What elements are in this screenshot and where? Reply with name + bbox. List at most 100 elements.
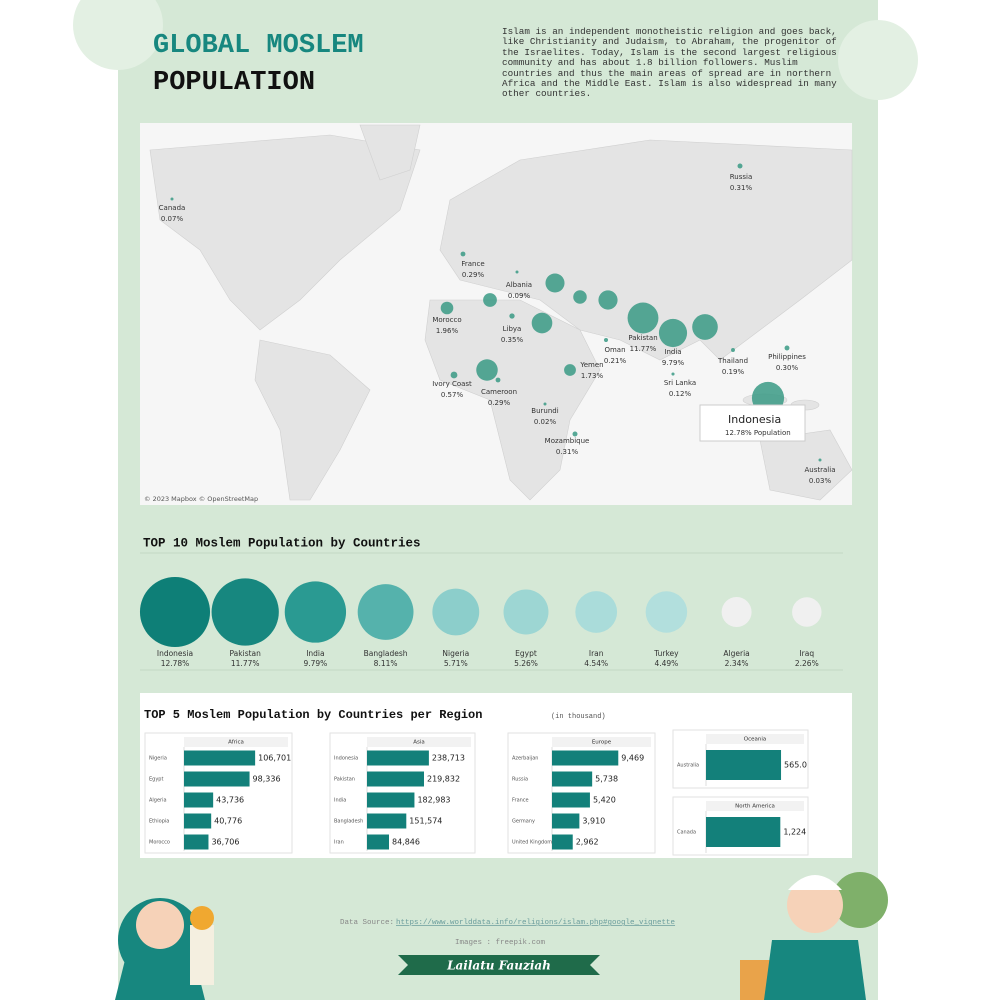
- map-label-value: 0.02%: [534, 418, 557, 426]
- map-label-name: Cameroon: [481, 388, 517, 396]
- bar-value: 43,736: [216, 796, 244, 805]
- bar-value: 219,832: [427, 775, 460, 784]
- map-label-name: Thailand: [717, 357, 748, 365]
- bar-chart-header: [706, 801, 804, 811]
- tooltip-value: 12.78% Population: [725, 429, 791, 437]
- bar: [184, 813, 212, 829]
- bar-category: Algeria: [149, 798, 167, 804]
- bar-value: 36,706: [211, 838, 239, 847]
- girl-face: [136, 901, 184, 949]
- description: Islam is an independent monotheistic rel…: [502, 26, 837, 100]
- map-label-value: 0.07%: [161, 215, 184, 223]
- boy-body: [764, 940, 866, 1000]
- bubble: [139, 576, 211, 648]
- bar-value: 151,574: [409, 817, 442, 826]
- bar-category: Indonesia: [334, 756, 358, 762]
- map-bubble: [573, 290, 587, 304]
- bar-value: 2,962: [576, 838, 599, 847]
- map-bubble: [515, 270, 519, 274]
- map-label-name: Albania: [506, 281, 532, 289]
- map-bubble: [483, 293, 497, 307]
- map-bubble: [545, 273, 565, 293]
- bar-chart-title: Europe: [592, 740, 612, 746]
- bar-category: Morocco: [149, 840, 170, 846]
- map-bubble: [509, 313, 515, 319]
- bar-value: 1,224: [783, 828, 806, 837]
- bubble-name: India: [306, 649, 324, 658]
- bubble-value: 8.11%: [374, 659, 398, 668]
- bar: [706, 817, 781, 847]
- bubble: [357, 584, 414, 640]
- map-label-value: 9.79%: [662, 359, 685, 367]
- tooltip: [699, 404, 806, 442]
- land: [759, 429, 853, 501]
- bubble-name: Turkey: [653, 649, 679, 658]
- map-credit: © 2023 Mapbox © OpenStreetMap: [144, 495, 258, 503]
- girl-body: [115, 960, 205, 1000]
- map-label-value: 0.31%: [556, 448, 579, 456]
- title-line1: GLOBAL MOSLEM: [153, 31, 364, 61]
- bar-value: 84,846: [392, 838, 420, 847]
- bar: [552, 771, 593, 787]
- map-bubble: [671, 372, 675, 376]
- bubble-name: Nigeria: [442, 649, 469, 658]
- bar-category: Australia: [677, 763, 699, 769]
- map-label-value: 0.30%: [776, 364, 799, 372]
- mosque-dome: [190, 906, 214, 930]
- bar-value: 106,701: [258, 754, 291, 763]
- bubble-value: 5.26%: [514, 659, 538, 668]
- map-label-name: Morocco: [432, 316, 461, 324]
- map-label-value: 0.29%: [488, 399, 511, 407]
- bubble-value: 5.71%: [444, 659, 468, 668]
- bubble-value: 9.79%: [303, 659, 327, 668]
- bar-category: Russia: [512, 777, 528, 783]
- bar-category: Nigeria: [149, 756, 167, 762]
- map-label-name: Sri Lanka: [664, 379, 696, 387]
- region-subtitle: (in thousand): [551, 713, 606, 721]
- bar: [552, 813, 580, 829]
- land: [424, 299, 601, 501]
- bar-category: France: [512, 798, 529, 804]
- map-label-name: Canada: [159, 204, 186, 212]
- region-title: TOP 5 Moslem Population by Countries per…: [144, 708, 482, 722]
- bar-value: 98,336: [253, 775, 281, 784]
- bubble: [211, 578, 279, 646]
- bar: [367, 792, 415, 808]
- illustration: [115, 872, 888, 1000]
- bar-category: Germany: [512, 819, 535, 825]
- bar-category: Bangladesh: [334, 819, 363, 825]
- map-label-value: 11.77%: [630, 345, 657, 353]
- source-label: Data Source:: [340, 919, 394, 927]
- source-link[interactable]: https://www.worlddata.info/religions/isl…: [396, 919, 675, 927]
- bar-value: 3,910: [582, 817, 605, 826]
- bar: [184, 771, 250, 787]
- map-bubble: [737, 163, 743, 169]
- map-bubble: [531, 312, 553, 334]
- map-label-value: 0.03%: [809, 477, 832, 485]
- bar-chart-header: [552, 737, 651, 747]
- map-label-value: 0.29%: [462, 271, 485, 279]
- bubble-value: 2.34%: [725, 659, 749, 668]
- map-label-name: Australia: [805, 466, 836, 474]
- bubble-value: 12.78%: [161, 659, 190, 668]
- bar-chart-title: Asia: [413, 740, 425, 746]
- bar-value: 565.0: [784, 761, 807, 770]
- map-bubble: [440, 301, 454, 315]
- bubble: [721, 597, 752, 627]
- bar-value: 182,983: [417, 796, 450, 805]
- map-label-value: 0.09%: [508, 292, 531, 300]
- map-label-value: 0.31%: [730, 184, 753, 192]
- map-label-value: 1.73%: [581, 372, 604, 380]
- bar: [184, 750, 256, 766]
- bar: [184, 792, 214, 808]
- bubble-name: Algeria: [723, 649, 749, 658]
- bubble-value: 4.54%: [584, 659, 608, 668]
- map-label-value: 1.96%: [436, 327, 459, 335]
- bar-category: Iran: [334, 840, 344, 846]
- bar-chart-header: [367, 737, 471, 747]
- bar-category: Canada: [677, 830, 696, 836]
- bubble-value: 4.49%: [654, 659, 678, 668]
- map-label-name: Russia: [730, 173, 753, 181]
- bar: [367, 750, 429, 766]
